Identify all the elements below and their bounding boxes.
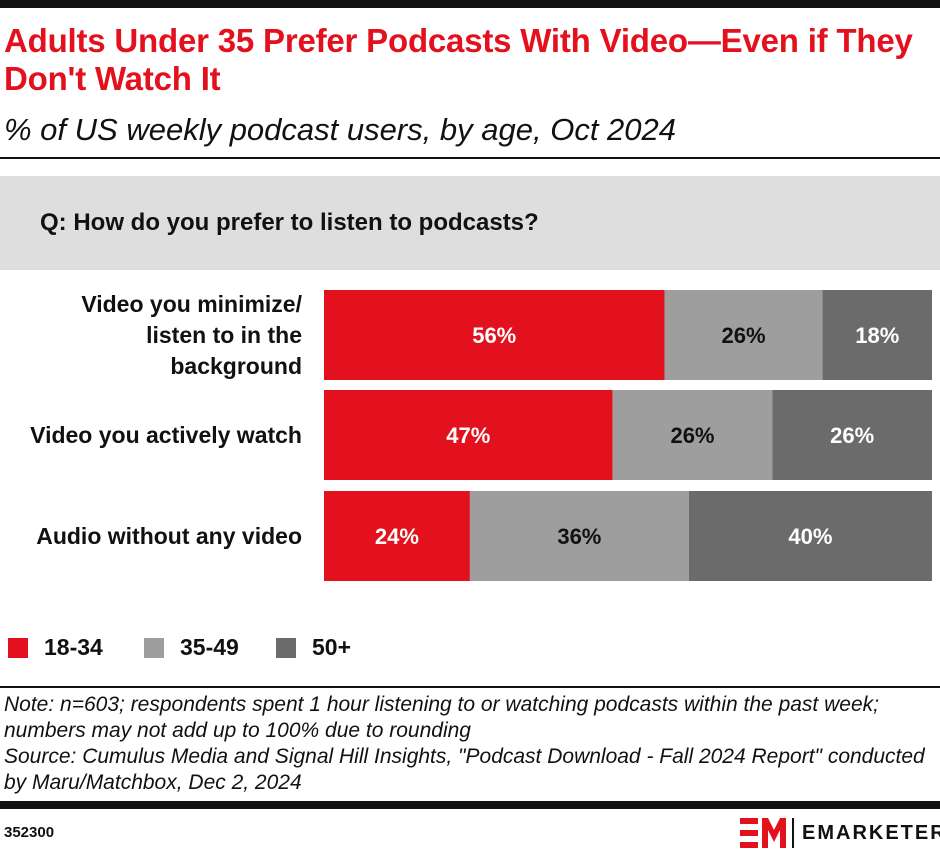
question-band bbox=[0, 176, 940, 270]
brand-name: EMARKETER bbox=[802, 822, 940, 844]
legend-label: 18-34 bbox=[44, 634, 103, 660]
data-label: 24% bbox=[375, 524, 419, 549]
category-label: Video you actively watch bbox=[30, 421, 302, 448]
bar-segment bbox=[822, 290, 932, 380]
chart-subtitle: % of US weekly podcast users, by age, Oc… bbox=[4, 112, 677, 147]
data-label: 40% bbox=[788, 524, 832, 549]
bar-segment bbox=[688, 491, 932, 581]
data-label: 47% bbox=[446, 423, 490, 448]
data-label: 56% bbox=[472, 323, 516, 348]
legend-label: 35-49 bbox=[180, 634, 239, 660]
bar-segment bbox=[664, 290, 823, 380]
data-label: 26% bbox=[670, 423, 714, 448]
category-label: Audio without any video bbox=[36, 522, 302, 549]
source-text: Source: Cumulus Media and Signal Hill In… bbox=[4, 745, 925, 794]
bar-segment bbox=[324, 390, 613, 480]
survey-question: Q: How do you prefer to listen to podcas… bbox=[40, 209, 539, 236]
note-text: Note: n=603; respondents spent 1 hour li… bbox=[4, 693, 879, 742]
footnotes: Note: n=603; respondents spent 1 hour li… bbox=[4, 692, 934, 796]
bar-segment bbox=[469, 491, 689, 581]
bar-segment bbox=[324, 290, 665, 380]
legend-swatch bbox=[276, 638, 296, 658]
chart-id: 352300 bbox=[4, 824, 55, 841]
divider bbox=[0, 157, 940, 159]
data-label: 26% bbox=[830, 423, 874, 448]
bar-segment bbox=[772, 390, 932, 480]
data-label: 26% bbox=[721, 323, 765, 348]
legend-swatch bbox=[144, 638, 164, 658]
bar-segment bbox=[324, 491, 470, 581]
bar-segment bbox=[612, 390, 773, 480]
chart-title: Adults Under 35 Prefer Podcasts With Vid… bbox=[4, 22, 913, 97]
em-logo-icon bbox=[740, 818, 786, 848]
top-rule bbox=[0, 0, 940, 8]
stacked-bar-chart: 56% 26% 18% 47% 26% 26% 24% 36% 40% bbox=[324, 290, 932, 581]
divider bbox=[0, 686, 940, 688]
legend-label: 50+ bbox=[312, 634, 352, 660]
data-label: 18% bbox=[855, 323, 899, 348]
legend-swatch bbox=[8, 638, 28, 658]
category-label: Video you minimize/listen to in the backg… bbox=[81, 290, 302, 379]
bottom-rule bbox=[0, 801, 940, 809]
brand-logo: EMARKETER bbox=[740, 816, 940, 850]
data-label: 36% bbox=[557, 524, 601, 549]
